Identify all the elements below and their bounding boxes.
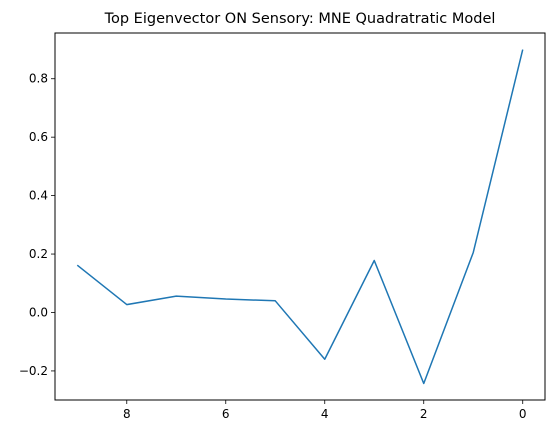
series-line-0 (77, 50, 522, 384)
x-tick-label: 2 (420, 407, 428, 421)
y-tick-label: 0.8 (29, 72, 48, 86)
y-tick-label: 0.0 (29, 305, 48, 319)
chart-title: Top Eigenvector ON Sensory: MNE Quadratr… (104, 11, 496, 27)
y-tick-label: 0.2 (29, 247, 48, 261)
x-tick-label: 8 (123, 407, 131, 421)
plot-area (77, 50, 522, 384)
axis-ticks: 8 6 4 2 0 −0.2 0.0 0.2 0.4 0.6 0.8 (19, 72, 527, 421)
axes-frame (55, 33, 545, 400)
x-tick-label: 0 (519, 407, 527, 421)
x-tick-label: 4 (321, 407, 329, 421)
y-tick-label: 0.4 (29, 189, 48, 203)
x-tick-label: 6 (222, 407, 230, 421)
y-tick-label: 0.6 (29, 130, 48, 144)
y-tick-label: −0.2 (19, 364, 48, 378)
